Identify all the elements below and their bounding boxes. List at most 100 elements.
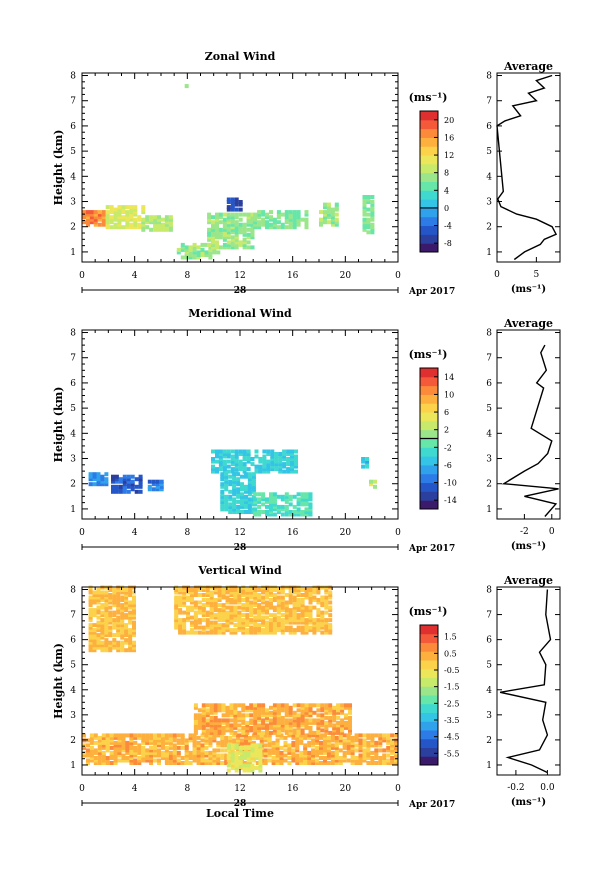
heatmap-cell bbox=[300, 720, 305, 725]
heatmap-cell bbox=[217, 628, 222, 633]
colorbar-segment bbox=[420, 128, 438, 138]
heatmap-cell bbox=[209, 718, 214, 723]
heatmap-cell bbox=[190, 605, 194, 610]
heatmap-cell bbox=[326, 215, 331, 220]
heatmap-cell bbox=[280, 728, 285, 733]
heatmap-cell bbox=[233, 593, 238, 597]
heatmap-cell bbox=[272, 713, 277, 718]
heatmap-cell bbox=[192, 735, 197, 740]
heatmap-cell bbox=[108, 628, 113, 633]
heatmap-cell bbox=[350, 753, 355, 758]
heatmap-cell bbox=[237, 718, 242, 723]
heatmap-cell bbox=[261, 222, 266, 227]
heatmap-cell bbox=[197, 708, 202, 713]
heatmap-cell bbox=[238, 449, 243, 454]
heatmap-cell bbox=[196, 253, 201, 257]
heatmap-cell bbox=[244, 497, 248, 502]
heatmap-cell bbox=[284, 710, 289, 715]
heatmap-cell bbox=[120, 623, 125, 628]
heatmap-cell bbox=[362, 217, 367, 222]
heatmap-cell bbox=[236, 499, 241, 504]
heatmap-cell bbox=[334, 220, 339, 225]
heatmap-cell bbox=[234, 202, 239, 207]
heatmap-cell bbox=[362, 197, 367, 202]
heatmap-cell bbox=[141, 210, 146, 215]
heatmap-cell bbox=[215, 459, 219, 464]
heatmap-cell bbox=[300, 705, 305, 710]
heatmap-cell bbox=[300, 608, 305, 613]
heatmap-cell bbox=[149, 756, 154, 760]
heatmap-cell bbox=[292, 715, 297, 720]
heatmap-cell bbox=[133, 740, 138, 745]
heatmap-cell bbox=[237, 615, 242, 620]
colorbar-segment bbox=[420, 243, 438, 253]
heatmap-cell bbox=[244, 504, 248, 509]
heatmap-cell bbox=[193, 620, 198, 625]
heatmap-cell bbox=[164, 222, 169, 227]
heatmap-cell bbox=[304, 613, 309, 618]
heatmap-cell bbox=[116, 643, 121, 648]
heatmap-cell bbox=[121, 745, 126, 750]
heatmap-cell bbox=[225, 600, 230, 605]
heatmap-cell bbox=[121, 733, 126, 738]
heatmap-cell bbox=[220, 472, 225, 477]
heatmap-cell bbox=[272, 703, 277, 708]
heatmap-cell bbox=[286, 459, 291, 464]
heatmap-cell bbox=[124, 605, 129, 610]
heatmap-cell bbox=[218, 452, 223, 456]
heatmap-cell bbox=[234, 235, 239, 240]
heatmap-cell bbox=[262, 467, 267, 472]
heatmap-cell bbox=[225, 620, 230, 625]
colorbar-segment bbox=[420, 368, 438, 378]
heatmap-cell bbox=[328, 708, 333, 713]
heatmap-cell bbox=[265, 499, 269, 504]
heatmap-cell bbox=[209, 608, 214, 613]
heatmap-cell bbox=[211, 449, 215, 454]
heatmap-cell bbox=[296, 618, 301, 623]
heatmap-cells bbox=[82, 84, 375, 260]
heatmap-cell bbox=[222, 227, 227, 232]
heatmap-cell bbox=[284, 723, 289, 728]
heatmap-cell bbox=[225, 623, 230, 628]
heatmap-cell bbox=[108, 595, 113, 600]
heatmap-cell bbox=[288, 718, 293, 723]
heatmap-cell bbox=[97, 740, 102, 745]
heatmap-cell bbox=[390, 761, 395, 765]
heatmap-cell bbox=[117, 753, 122, 758]
heatmap-cell bbox=[230, 457, 235, 461]
heatmap-cell bbox=[234, 222, 239, 227]
heatmap-cell bbox=[229, 610, 234, 615]
heatmap-cell bbox=[104, 623, 109, 628]
heatmap-cell bbox=[164, 756, 169, 760]
heatmap-cell bbox=[111, 477, 115, 482]
heatmap-cell bbox=[233, 725, 238, 730]
heatmap-cell bbox=[93, 210, 98, 215]
heatmap-cell bbox=[190, 623, 194, 628]
heatmap-cell bbox=[300, 618, 305, 623]
heatmap-cell bbox=[86, 761, 90, 765]
heatmap-cell bbox=[247, 740, 252, 745]
colorbar-segment bbox=[420, 642, 438, 652]
heatmap-cell bbox=[88, 598, 93, 602]
heatmap-cell bbox=[378, 758, 383, 763]
heatmap-cell bbox=[280, 608, 285, 613]
heatmap-cell bbox=[265, 628, 269, 633]
heatmap-cell bbox=[132, 640, 136, 645]
heatmap-cell bbox=[253, 603, 258, 608]
heatmap-cell bbox=[104, 472, 109, 477]
heatmap-cell bbox=[274, 462, 279, 467]
heatmap-cell bbox=[176, 740, 181, 745]
heatmap-cell bbox=[236, 479, 241, 484]
heatmap-cell bbox=[394, 743, 399, 748]
heatmap-cell bbox=[312, 620, 317, 625]
heatmap-cell bbox=[330, 207, 335, 212]
heatmap-cell bbox=[221, 708, 226, 713]
heatmap-cell bbox=[184, 738, 189, 743]
heatmap-cell bbox=[259, 733, 264, 738]
heatmap-cell bbox=[394, 753, 399, 758]
heatmap-cell bbox=[288, 590, 293, 595]
heatmap-cell bbox=[128, 593, 133, 597]
heatmap-cell bbox=[362, 758, 367, 763]
heatmap-cell bbox=[237, 600, 242, 605]
heatmap-cell bbox=[89, 217, 94, 222]
